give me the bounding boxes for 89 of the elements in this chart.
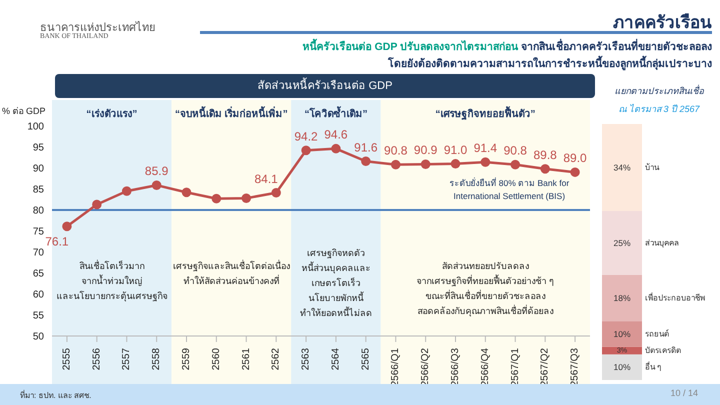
data-label: 18% (613, 293, 631, 304)
data-label: 90.8 (504, 144, 528, 158)
x-tick-label: 2555 (61, 348, 72, 370)
point (182, 188, 192, 198)
y-tick-label: 70 (32, 248, 44, 259)
x-tick-label: 2563 (300, 348, 312, 370)
bar (602, 211, 642, 276)
y-tick-label: 65 (32, 268, 44, 280)
chart-title: แยกตามประเภทสินเชื่อ (614, 84, 705, 98)
point (420, 159, 430, 169)
bar (602, 124, 642, 212)
text: ภาคครัวเรือน (613, 12, 712, 34)
series-label: ส่วนบุคคล (645, 238, 679, 248)
y-tick-label: 80 (32, 206, 44, 217)
annotation: เศรษฐกิจและสินเชื่อโตต่อเนื่อง ทำให้สัดส่วนค่อนข้างคงที่ (172, 258, 290, 286)
x-tick-label: 2562 (270, 348, 282, 370)
point (92, 200, 102, 210)
text: โดยยังต้องติดตามความสามารถในการชำระหนี้ของลูกหนี้กลุ่มเปราะบาง (388, 55, 712, 72)
annotation: เศรษฐกิจหดตัว หนี้ส่วนบุคคลและ เกษตรโตเร็ว นโยบายพักหนี้ ทำให้ยอดหนี้ไม่ลด (300, 248, 372, 318)
data-label: 10% (613, 328, 631, 339)
annotation: สัดส่วนทยอยปรับลดลง จากเศรษฐกิจที่ทยอยฟื้นตัวอย่างช้า ๆ ขณะที่สินเชื่อที่ขยายตัวชะลอลง สอดคล้องกับคุณภาพสินเชื่อที่ด้อยลง (416, 260, 554, 317)
point (301, 146, 311, 156)
point (390, 160, 400, 170)
y-tick-label: 100 (27, 122, 44, 133)
data-label: 34% (613, 162, 631, 173)
text: 10 / 14 (670, 388, 698, 398)
x-tick-label: 2565 (360, 348, 372, 370)
bar (602, 321, 642, 347)
y-axis-title: % ต่อ GDP (2, 105, 46, 118)
y-tick-label: 55 (32, 310, 44, 322)
point (152, 180, 162, 190)
text: จากสินเชื่อภาคครัวเรือนที่ขยายตัวชะลอลง (521, 41, 712, 53)
point (361, 156, 371, 166)
series-label: อื่น ๆ (645, 360, 662, 372)
bar (602, 346, 642, 354)
text: หนี้ครัวเรือนต่อ GDP ปรับลดลงจากไตรมาสก่อน (302, 41, 518, 53)
data-label: 91.0 (444, 142, 468, 157)
data-label: 90.9 (414, 143, 438, 158)
point (450, 159, 460, 169)
point (570, 167, 580, 177)
y-tick-label: 95 (32, 142, 44, 154)
data-label: 10% (613, 362, 631, 372)
ref-line-label: ระดับยั่งยืนที่ 80% ตาม Bank for International Settlement (BIS) (449, 177, 570, 201)
chart-subtitle: ณ ไตรมาส 3 ปี 2567 (617, 103, 701, 116)
series-label: เพื่อประกอบอาชีพ (645, 292, 705, 303)
data-label: 89.0 (563, 151, 588, 166)
point (271, 188, 281, 198)
annotation: สินเชื่อโตเร็วมาก จากน้ำท่วมใหญ่ และนโยบายกระตุ้นเศรษฐกิจ (56, 258, 168, 302)
data-label: 94.2 (294, 129, 318, 144)
x-tick-label: 2557 (121, 348, 132, 370)
data-label: 91.4 (474, 141, 498, 156)
data-label: 90.8 (384, 144, 408, 158)
y-tick-label: 50 (32, 332, 44, 343)
bar (602, 354, 642, 380)
y-tick-label: 85 (32, 184, 44, 196)
x-tick-label: 2559 (181, 348, 192, 370)
bar (602, 275, 642, 322)
data-label: 89.8 (533, 148, 558, 162)
y-tick-label: 90 (32, 164, 44, 175)
point (510, 160, 520, 170)
x-tick-label: 2564 (330, 348, 342, 370)
point (212, 194, 222, 204)
band-label: “จบหนี้เดิม เริ่มก่อหนี้เพิ่ม” (174, 106, 288, 120)
series-label: บ้าน (645, 163, 660, 172)
data-label: 91.6 (354, 140, 378, 154)
band-label: “โควิดซ้ำเติม” (304, 106, 368, 120)
series-label: บัตรเครดิต (645, 346, 681, 356)
series-label: รถยนต์ (645, 328, 669, 338)
point (540, 164, 550, 174)
y-tick-label: 60 (32, 290, 44, 301)
y-tick-label: 75 (32, 226, 44, 238)
point (331, 144, 341, 154)
chart-title: สัดส่วนหนี้ครัวเรือนต่อ GDP (55, 74, 595, 98)
data-label: 94.6 (324, 128, 348, 142)
x-tick-label: 2560 (210, 348, 222, 370)
x-tick-label: 2561 (240, 348, 252, 370)
x-tick-label: 2558 (151, 348, 162, 370)
x-tick-label: 2556 (91, 348, 102, 370)
data-label: 25% (613, 238, 631, 248)
text: ที่มา: ธปท. และ สศช. (20, 389, 92, 402)
data-label: 85.9 (144, 164, 169, 178)
band-label: “เศรษฐกิจทยอยฟื้นตัว” (435, 106, 536, 120)
point (122, 186, 132, 196)
point (242, 193, 252, 203)
point (480, 157, 490, 167)
data-label: 84.1 (254, 172, 278, 186)
band-label: “เร่งตัวแรง” (86, 108, 138, 120)
data-label: 76.1 (45, 234, 69, 248)
point (62, 222, 72, 232)
